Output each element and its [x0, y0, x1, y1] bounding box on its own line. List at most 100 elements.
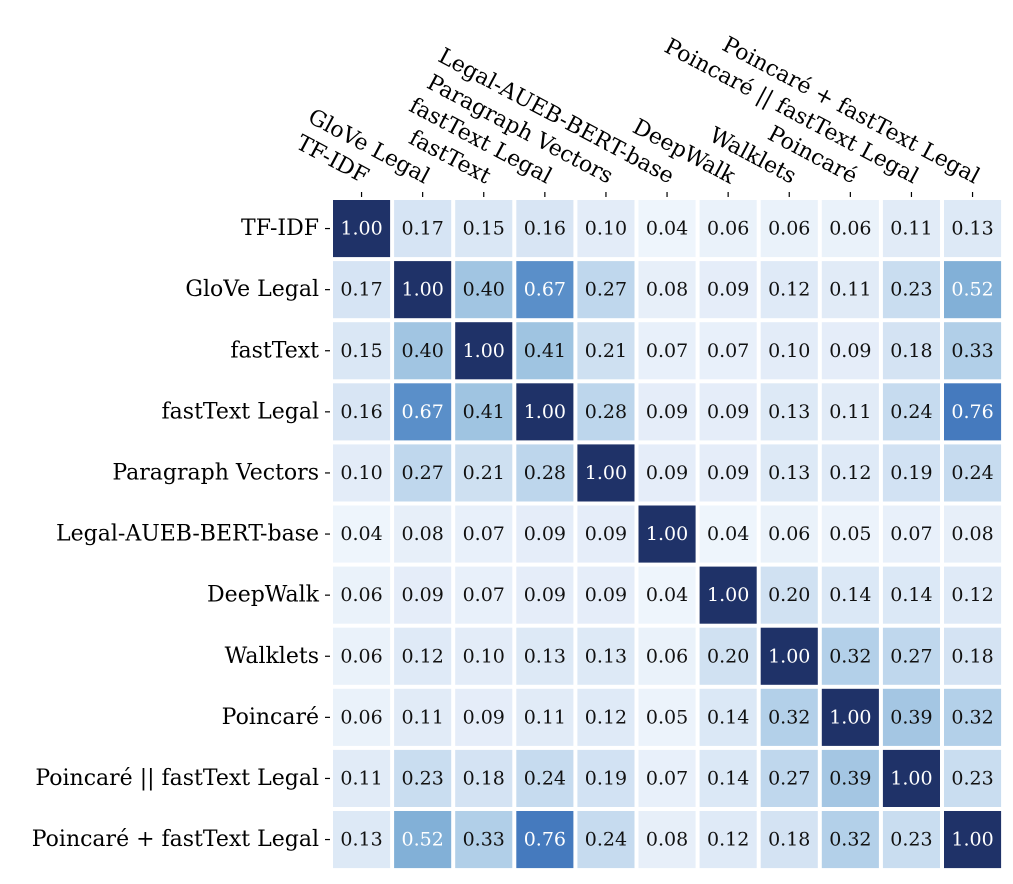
cell-value-label: 0.09 [524, 523, 566, 545]
cell-value-label: 0.76 [951, 401, 993, 423]
cell-value-label: 0.12 [401, 645, 443, 667]
cell-value-label: 0.12 [707, 829, 749, 851]
cell-value-label: 0.12 [768, 279, 810, 301]
cell-value-label: 0.33 [463, 829, 505, 851]
heatmap-cell [394, 749, 452, 807]
cell-value-label: 0.06 [340, 584, 382, 606]
heatmap-cell [455, 505, 513, 563]
y-tick-label: Poincaré [222, 705, 319, 730]
heatmap-cell [821, 505, 879, 563]
heatmap-cell [638, 627, 696, 685]
cell-value-label: 0.23 [890, 829, 932, 851]
heatmap-cell [394, 444, 452, 502]
cell-value-label: 0.24 [585, 829, 627, 851]
cell-value-label: 0.11 [829, 279, 871, 301]
cell-value-label: 0.21 [585, 340, 627, 362]
cell-value-label: 1.00 [951, 829, 993, 851]
heatmap-cell [333, 566, 391, 624]
cell-value-label: 0.12 [829, 462, 871, 484]
cell-value-label: 0.13 [951, 218, 993, 240]
heatmap-cell [516, 749, 574, 807]
heatmap-cell [455, 444, 513, 502]
heatmap-cell [333, 811, 391, 869]
heatmap-cell [699, 200, 757, 258]
cell-value-label: 0.06 [768, 523, 810, 545]
cell-value-label: 0.12 [951, 584, 993, 606]
cell-value-label: 0.09 [463, 706, 505, 728]
heatmap-cell [455, 383, 513, 441]
cell-value-label: 1.00 [524, 401, 566, 423]
heatmap-cell [944, 688, 1002, 746]
heatmap-cell [944, 811, 1002, 869]
cell-value-label: 1.00 [463, 340, 505, 362]
heatmap-cell [516, 505, 574, 563]
heatmap-cell [638, 749, 696, 807]
cell-value-label: 0.41 [463, 401, 505, 423]
cell-value-label: 0.11 [340, 767, 382, 789]
y-tick-label: GloVe Legal [185, 277, 319, 302]
heatmap-cell [699, 383, 757, 441]
cell-value-label: 0.06 [646, 645, 688, 667]
heatmap-cell [455, 566, 513, 624]
heatmap-cell [577, 383, 635, 441]
cell-value-label: 0.05 [829, 523, 871, 545]
cell-value-label: 0.14 [829, 584, 871, 606]
heatmap-cell [821, 688, 879, 746]
heatmap-cell [455, 627, 513, 685]
y-tick-label: Poincaré || fastText Legal [35, 766, 319, 791]
y-tick-label: Walklets [225, 644, 319, 669]
cell-value-label: 0.08 [646, 279, 688, 301]
heatmap-cell [882, 261, 940, 319]
cell-value-label: 0.67 [524, 279, 566, 301]
cell-value-label: 0.07 [646, 340, 688, 362]
cell-value-label: 0.16 [340, 401, 382, 423]
y-tick-label: fastText Legal [162, 399, 319, 424]
heatmap-cell [333, 505, 391, 563]
heatmap-cell [760, 383, 818, 441]
heatmap-cell [882, 322, 940, 380]
cell-value-label: 0.28 [524, 462, 566, 484]
cell-value-label: 0.24 [951, 462, 993, 484]
cell-value-label: 0.09 [585, 584, 627, 606]
heatmap-cell [638, 322, 696, 380]
cell-value-label: 0.07 [890, 523, 932, 545]
cell-value-label: 0.17 [340, 279, 382, 301]
heatmap-cell [760, 566, 818, 624]
cell-value-label: 0.28 [585, 401, 627, 423]
cell-value-label: 0.09 [707, 279, 749, 301]
heatmap-cell [944, 627, 1002, 685]
heatmap-cell [699, 688, 757, 746]
heatmap-cell [638, 505, 696, 563]
heatmap-cell [699, 261, 757, 319]
y-tick-label: TF-IDF [241, 216, 319, 241]
cell-value-label: 1.00 [646, 523, 688, 545]
cell-value-label: 0.24 [890, 401, 932, 423]
cell-value-label: 1.00 [585, 462, 627, 484]
heatmap-cell [821, 811, 879, 869]
cell-value-label: 0.39 [829, 767, 871, 789]
heatmap-cell [699, 566, 757, 624]
cell-value-label: 0.19 [585, 767, 627, 789]
cell-value-label: 0.16 [524, 218, 566, 240]
heatmap-cell [821, 261, 879, 319]
heatmap-cell [638, 261, 696, 319]
heatmap-cell [699, 505, 757, 563]
cell-value-label: 0.08 [951, 523, 993, 545]
heatmap-cell-labels: 1.00 0.17 0.15 0.16 0.10 0.04 0.06 0.06 0.06 0.11… [340, 218, 993, 851]
cell-value-label: 1.00 [340, 218, 382, 240]
heatmap-cell [760, 322, 818, 380]
heatmap-cell [577, 322, 635, 380]
heatmap-cell [577, 749, 635, 807]
cell-value-label: 0.08 [401, 523, 443, 545]
heatmap-cell [394, 688, 452, 746]
heatmap-cell [944, 505, 1002, 563]
cell-value-label: 0.13 [768, 401, 810, 423]
cell-value-label: 0.06 [768, 218, 810, 240]
heatmap-cell [394, 200, 452, 258]
heatmap-cell [577, 505, 635, 563]
cell-value-label: 0.06 [340, 645, 382, 667]
cell-value-label: 0.13 [340, 829, 382, 851]
heatmap-cell [821, 444, 879, 502]
cell-value-label: 0.09 [646, 462, 688, 484]
cell-value-label: 0.09 [585, 523, 627, 545]
